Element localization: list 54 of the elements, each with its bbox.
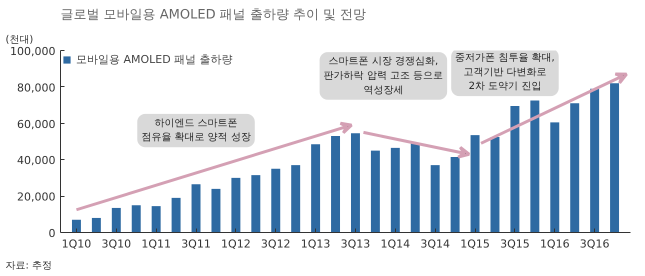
bar [470, 135, 480, 232]
x-tick-label: 1Q11 [141, 238, 171, 250]
bar [152, 206, 161, 232]
bar [311, 144, 320, 232]
bar [550, 122, 560, 232]
x-tick-label: 1Q15 [460, 238, 490, 250]
bar [251, 175, 260, 232]
legend-label: 모바일용 AMOLED 패널 출하량 [76, 52, 233, 67]
x-tick-label: 3Q10 [101, 238, 132, 250]
bar [331, 136, 340, 232]
y-axis-title: (천대) [6, 34, 34, 46]
bar [92, 218, 101, 232]
bar [211, 188, 220, 232]
bar [291, 165, 300, 232]
chart-title: 글로벌 모바일용 AMOLED 패널 출하량 추이 및 전망 [60, 8, 366, 22]
x-tick-label: 1Q12 [221, 238, 251, 250]
x-tick-label: 1Q10 [62, 238, 92, 250]
bar [231, 178, 240, 232]
x-tick-label: 3Q15 [500, 238, 530, 250]
x-tick-label: 1Q14 [380, 238, 410, 250]
x-tick-label: 1Q13 [300, 238, 330, 250]
bar [570, 103, 580, 232]
x-tick-label: 3Q13 [340, 238, 370, 250]
y-tick-label: 80,000 [17, 81, 56, 94]
y-tick-label: 60,000 [17, 118, 56, 131]
bar [410, 143, 420, 232]
annotation: 스마트폰 시장 경쟁심화, 판가하락 압력 고조 등으로 역성장세 [324, 56, 444, 96]
bar [590, 88, 600, 232]
bar [132, 205, 141, 232]
bar [112, 208, 121, 232]
x-tick-label: 3Q12 [260, 238, 291, 250]
bar [370, 150, 380, 232]
bar [450, 156, 460, 232]
annotation: 중저가폰 침투율 확대, 고객기반 다변화로 2차 도약기 진입 [455, 52, 555, 92]
x-tick-label: 1Q16 [540, 238, 570, 250]
x-tick-label: 3Q14 [420, 238, 450, 250]
text: 자료: 추정 [6, 260, 52, 272]
y-tick-label: 100,000 [10, 45, 56, 58]
bar [271, 168, 280, 232]
x-tick-label: 3Q11 [181, 238, 211, 250]
y-tick-label: 20,000 [17, 190, 56, 204]
x-tick-label: 3Q16 [580, 238, 610, 250]
y-tick-label: 0 [48, 227, 56, 240]
bar [510, 106, 520, 232]
bar [172, 198, 181, 232]
bar [72, 220, 81, 232]
bar [192, 184, 201, 232]
bar [390, 148, 400, 232]
annotation: 하이엔드 스마트폰 점유율 확대로 양적 성장 [141, 118, 251, 144]
bar [350, 133, 360, 232]
y-tick-label: 40,000 [17, 154, 56, 168]
bar [530, 100, 540, 232]
bar [490, 136, 500, 232]
bar [430, 165, 440, 232]
